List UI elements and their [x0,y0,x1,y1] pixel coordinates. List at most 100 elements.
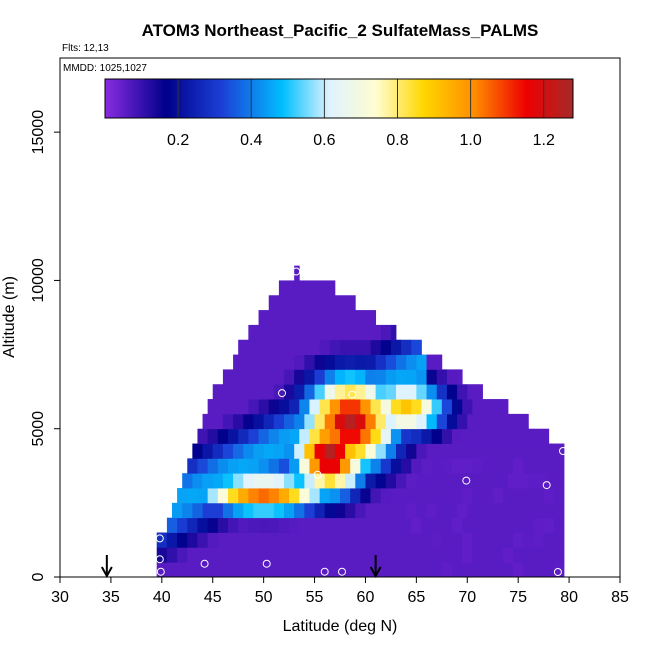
heatmap-cell [325,444,336,459]
heatmap-cell [427,473,438,488]
heatmap-cell [238,547,249,562]
heatmap-cell [376,414,387,429]
heatmap-cell [218,547,229,562]
heatmap-cell [442,533,453,548]
heatmap-cell [360,488,371,503]
heatmap-cell [528,503,539,518]
heatmap-cell [386,369,397,384]
heatmap-cell [447,473,458,488]
heatmap-cell [483,429,494,444]
heatmap-cell [197,562,208,577]
heatmap-cell [513,518,524,533]
heatmap-cell [523,458,534,473]
heatmap-cell [208,399,219,414]
heatmap-cells [157,266,565,578]
heatmap-cell [539,503,550,518]
heatmap-cell [269,518,280,533]
heatmap-cell [427,414,438,429]
heatmap-cell [437,473,448,488]
heatmap-cell [264,444,275,459]
heatmap-cell [371,325,382,340]
heatmap-cell [228,547,239,562]
heatmap-cell [248,562,259,577]
heatmap-cell [345,369,356,384]
heatmap-cell [172,503,183,518]
heatmap-cell [289,562,300,577]
heatmap-cell [483,458,494,473]
heatmap-cell [269,310,280,325]
heatmap-cell [518,444,529,459]
heatmap-cell [396,414,407,429]
heatmap-cell [274,473,285,488]
heatmap-cell [371,533,382,548]
heatmap-cell [340,518,351,533]
heatmap-cell [513,458,524,473]
heatmap-cell [294,384,305,399]
heatmap-cell [365,414,376,429]
heatmap-cell [264,414,275,429]
heatmap-cell [523,518,534,533]
heatmap-cell [304,503,315,518]
heatmap-cell [432,547,443,562]
heatmap-cell [294,414,305,429]
heatmap-cell [462,518,473,533]
heatmap-cell [396,369,407,384]
x-axis: 30 35 40 45 50 55 60 65 70 75 80 85 [51,577,629,606]
heatmap-cell [554,458,565,473]
heatmap-cell [238,518,249,533]
heatmap-cell [294,369,305,384]
flight-arrow [102,555,112,576]
heatmap-cell [467,473,478,488]
heatmap-cell [483,488,494,503]
heatmap-cell [498,473,509,488]
heatmap-cell [427,444,438,459]
heatmap-cell [218,429,229,444]
heatmap-cell [462,533,473,548]
heatmap-cell [523,429,534,444]
heatmap-cell [488,473,499,488]
heatmap-cell [309,310,320,325]
heatmap-cell [304,369,315,384]
heatmap-cell [325,355,336,370]
heatmap-cell [472,518,483,533]
heatmap-cell [452,399,463,414]
heatmap-cell [284,369,295,384]
heatmap-cell [360,562,371,577]
heatmap-cell [208,533,219,548]
heatmap-cell [386,473,397,488]
heatmap-cell [299,547,310,562]
heatmap-cell [330,518,341,533]
heatmap-cell [208,547,219,562]
heatmap-cell [518,414,529,429]
heatmap-cell [533,488,544,503]
heatmap-cell [493,518,504,533]
heatmap-cell [284,414,295,429]
heatmap-cell [223,414,234,429]
heatmap-cell [462,562,473,577]
heatmap-cell [442,562,453,577]
heatmap-cell [248,429,259,444]
heatmap-cell [355,503,366,518]
heatmap-cell [315,369,326,384]
heatmap-cell [203,473,214,488]
heatmap-cell [197,429,208,444]
heatmap-cell [340,310,351,325]
heatmap-cell [432,488,443,503]
heatmap-cell [315,444,326,459]
heatmap-cell [325,473,336,488]
heatmap-cell [330,280,335,295]
heatmap-cell [340,458,351,473]
heatmap-cell [401,562,412,577]
heatmap-cell [493,429,504,444]
heatmap-cell [376,473,387,488]
heatmap-cell [401,488,412,503]
heatmap-cell [467,503,478,518]
heatmap-cell [187,518,198,533]
heatmap-cell [335,503,346,518]
heatmap-cell [559,503,564,518]
heatmap-cell [350,340,361,355]
heatmap-cell [233,444,244,459]
heatmap-cell [299,399,310,414]
heatmap-cell [381,547,392,562]
heatmap-cell [477,414,488,429]
